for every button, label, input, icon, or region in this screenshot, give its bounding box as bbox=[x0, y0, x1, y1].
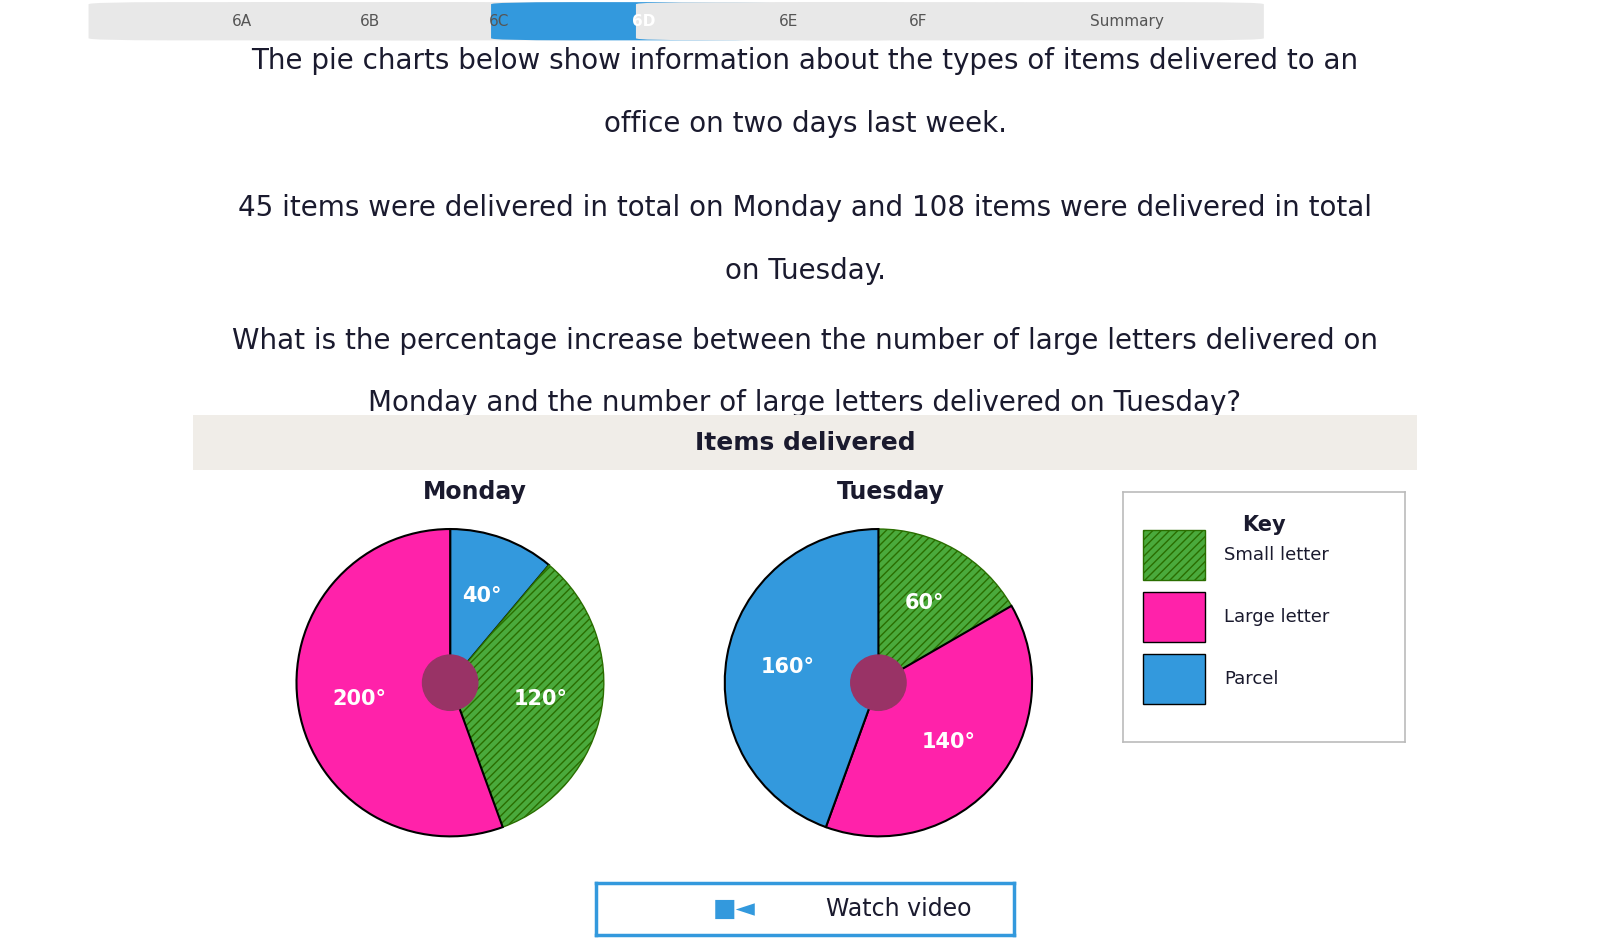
Text: 6C: 6C bbox=[489, 14, 509, 28]
Wedge shape bbox=[826, 606, 1032, 836]
Text: 6E: 6E bbox=[779, 14, 799, 28]
Text: Tuesday: Tuesday bbox=[837, 480, 945, 504]
Text: Summary: Summary bbox=[1090, 14, 1164, 28]
Text: 120°: 120° bbox=[514, 689, 568, 709]
Wedge shape bbox=[451, 529, 549, 683]
Text: on Tuesday.: on Tuesday. bbox=[724, 257, 886, 285]
Circle shape bbox=[422, 655, 478, 711]
Bar bbox=[1143, 592, 1204, 642]
Text: 160°: 160° bbox=[760, 657, 815, 677]
Text: What is the percentage increase between the number of large letters delivered on: What is the percentage increase between … bbox=[232, 327, 1378, 355]
Bar bbox=[1143, 530, 1204, 580]
Bar bbox=[1143, 654, 1204, 704]
Text: 6A: 6A bbox=[232, 14, 251, 28]
Text: Key: Key bbox=[1241, 514, 1286, 535]
Text: Parcel: Parcel bbox=[1225, 670, 1278, 688]
FancyBboxPatch shape bbox=[346, 2, 636, 41]
Bar bbox=[193, 415, 1417, 470]
Text: Monday: Monday bbox=[423, 480, 526, 504]
Wedge shape bbox=[724, 529, 879, 827]
Text: The pie charts below show information about the types of items delivered to an: The pie charts below show information ab… bbox=[251, 47, 1359, 76]
Text: Large letter: Large letter bbox=[1225, 608, 1330, 626]
Wedge shape bbox=[296, 529, 502, 836]
Text: office on two days last week.: office on two days last week. bbox=[604, 110, 1006, 138]
Text: Monday and the number of large letters delivered on Tuesday?: Monday and the number of large letters d… bbox=[369, 390, 1241, 417]
Text: 6B: 6B bbox=[361, 14, 380, 28]
Text: 40°: 40° bbox=[462, 586, 501, 606]
FancyBboxPatch shape bbox=[636, 2, 926, 41]
FancyBboxPatch shape bbox=[491, 2, 781, 41]
Wedge shape bbox=[451, 565, 604, 827]
Text: IS: IS bbox=[31, 897, 58, 920]
FancyBboxPatch shape bbox=[89, 2, 378, 41]
Text: 60°: 60° bbox=[905, 593, 945, 613]
Circle shape bbox=[850, 655, 906, 711]
Text: 45 items were delivered in total on Monday and 108 items were delivered in total: 45 items were delivered in total on Mond… bbox=[238, 194, 1372, 222]
Text: Items delivered: Items delivered bbox=[694, 430, 916, 455]
FancyBboxPatch shape bbox=[217, 2, 507, 41]
FancyBboxPatch shape bbox=[974, 2, 1264, 41]
Text: ■◄: ■◄ bbox=[712, 897, 755, 920]
Wedge shape bbox=[879, 529, 1011, 683]
Text: Small letter: Small letter bbox=[1225, 546, 1330, 564]
Text: 6F: 6F bbox=[908, 14, 927, 28]
Text: Watch video: Watch video bbox=[826, 897, 971, 920]
FancyBboxPatch shape bbox=[765, 2, 1055, 41]
Text: 200°: 200° bbox=[332, 689, 386, 709]
Text: 140°: 140° bbox=[923, 732, 976, 752]
Text: 6D: 6D bbox=[633, 14, 655, 28]
